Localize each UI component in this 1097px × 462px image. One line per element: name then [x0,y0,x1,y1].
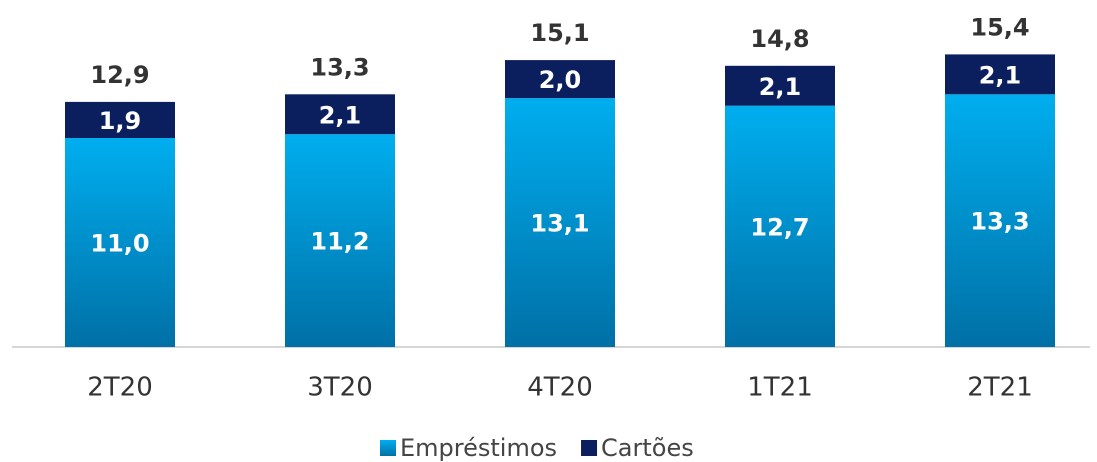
legend-label: Cartões [601,434,694,462]
total-label: 12,9 [90,61,149,89]
value-label: 11,2 [310,228,369,256]
bar-segment [505,60,615,99]
bar-segment [285,94,395,135]
bar-segment [65,101,175,138]
x-tick-label: 2T20 [87,373,153,403]
value-label: 2,1 [319,101,362,129]
value-label: 2,0 [539,66,582,94]
x-tick-label: 3T20 [307,373,373,403]
bar-segment [945,54,1055,95]
value-label: 11,0 [90,230,149,258]
total-label: 15,4 [970,13,1029,41]
x-tick-label: 2T21 [967,373,1033,403]
total-label: 14,8 [750,25,809,53]
bar-segment [945,94,1055,347]
total-label: 13,3 [310,53,369,81]
bar-segment [725,65,835,106]
x-tick-label: 4T20 [527,373,593,403]
bar-segment [285,134,395,347]
value-label: 13,1 [530,210,589,238]
legend-swatch [581,440,598,456]
value-label: 12,7 [750,213,809,241]
bar-segment [725,105,835,347]
value-label: 1,9 [99,107,142,135]
bar-segment [65,138,175,347]
bar-segment [505,98,615,347]
value-label: 2,1 [979,61,1022,89]
value-label: 13,3 [970,208,1029,236]
legend-swatch [380,440,396,456]
total-label: 15,1 [530,19,589,47]
legend-label: Empréstimos [400,434,557,462]
x-tick-label: 1T21 [747,373,813,403]
value-label: 2,1 [759,73,802,101]
